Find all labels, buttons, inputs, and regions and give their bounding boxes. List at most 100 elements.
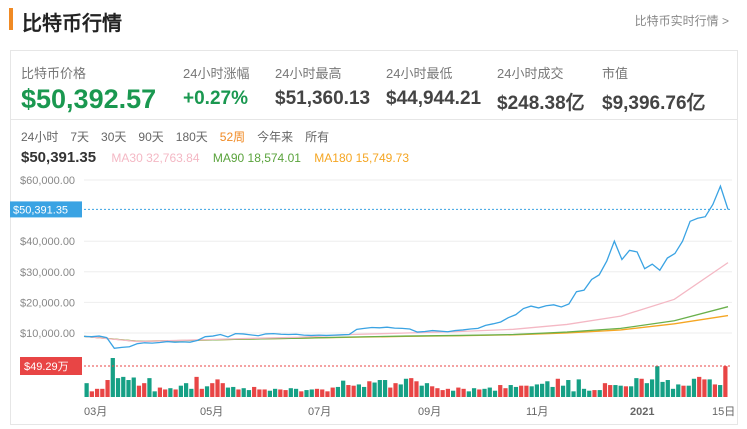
stat-value: $248.38亿 [497,93,585,114]
volume-bar [388,387,393,397]
volume-bar [681,385,686,397]
volume-bar [330,387,335,397]
tab-7[interactable]: 所有 [305,130,330,144]
volume-bar [168,388,173,397]
x-tick-label: 2021 [630,406,654,418]
volume-bar [403,378,409,397]
volume-bar [461,388,466,397]
volume-bar [246,390,252,397]
x-tick-label: 07月 [308,406,331,418]
volume-bar [356,384,361,397]
volume-bar [482,388,487,397]
tab-4[interactable]: 180天 [175,130,208,144]
ma30-value: MA30 32,763.84 [111,151,200,165]
y-tick-label: $20,000.00 [20,297,75,309]
tab-2[interactable]: 30天 [101,130,127,144]
volume-bar [335,386,341,397]
volume-bar [293,388,299,397]
tab-5[interactable]: 52周 [219,130,246,144]
volume-bar [142,383,147,397]
volume-bar [550,386,555,397]
realtime-quotes-link[interactable]: 比特币实时行情 > [634,14,729,28]
volume-bar [707,379,712,397]
volume-bar [445,388,451,397]
volume-bar [508,385,513,397]
volume-bar [288,388,293,397]
volume-bar [686,385,691,397]
volume-bar [231,386,236,397]
stat-label: 24小时最高 [275,66,342,81]
ma90-value: MA90 18,574.01 [212,151,301,165]
volume-bar [178,385,183,397]
volume-bar [571,391,576,397]
volume-bar [513,386,519,397]
tab-0[interactable]: 24小时 [21,130,59,144]
stat-market-cap: 市值 $9,396.76亿 [602,63,706,115]
stat-value: $9,396.76亿 [602,93,706,114]
stat-change: 24小时涨幅 +0.27% [183,63,249,110]
volume-bar [183,383,189,397]
ma30-line [83,262,729,343]
volume-bar [126,380,131,397]
tab-1[interactable]: 7天 [70,130,90,144]
stat-value: $44,944.21 [386,88,482,109]
volume-bar [430,386,435,397]
volume-bar [372,382,377,397]
volume-bar [262,389,267,397]
volume-bar [304,390,309,397]
volume-bar [440,390,445,397]
y-tick-label: $10,000.00 [20,328,75,340]
volume-bar [267,390,272,397]
volume-bar [361,386,367,397]
tab-6[interactable]: 今年来 [257,130,294,144]
stat-value: $51,360.13 [275,88,371,109]
volume-bar [100,388,105,397]
volume-bar [529,386,534,397]
volume-bar [424,383,430,397]
volume-bar [712,384,718,397]
volume-bar [257,389,262,397]
volume-bar [471,388,477,397]
x-tick-label: 03月 [84,406,107,418]
volume-bar [597,390,602,397]
volume-bar [419,385,424,397]
volume-bar [676,384,681,397]
ma90-line [83,306,729,342]
volume-bar [524,385,529,397]
volume-bar [115,378,121,397]
stat-label: 24小时成交 [497,66,564,81]
volume-bar [618,385,623,397]
volume-bar [105,380,110,397]
volume-bar [492,390,498,397]
y-tick-label: $30,000.00 [20,267,75,279]
tab-3[interactable]: 90天 [138,130,164,144]
volume-bar [121,376,126,397]
header-accent-bar [9,8,13,30]
volume-bar [566,380,571,397]
stat-value: $50,392.57 [21,84,157,114]
volume-bar [398,384,403,397]
volume-bar [236,389,241,397]
volume-bar [477,389,482,397]
volume-bar [540,383,545,397]
range-tabs: 24小时 7天 30天 90天 180天 52周 今年来 所有 [21,128,341,145]
volume-bar [341,380,346,397]
volume-bar [466,391,471,397]
volume-bar [718,385,723,397]
volume-bar [409,378,414,397]
ma180-value: MA180 15,749.73 [314,151,410,165]
current-price-label: $50,391.35 [13,204,68,216]
stat-label: 市值 [602,66,629,81]
page-title: 比特币行情 [22,13,122,35]
volume-bar [278,389,283,397]
volume-bar [272,388,278,397]
volume-bar [639,378,644,397]
price-line [83,184,729,349]
volume-bar [414,381,419,397]
volume-bar [147,378,152,397]
stat-volume: 24小时成交 $248.38亿 [497,63,585,115]
volume-bar [498,385,503,397]
volume-bar [691,378,697,397]
volume-bar [487,387,492,397]
